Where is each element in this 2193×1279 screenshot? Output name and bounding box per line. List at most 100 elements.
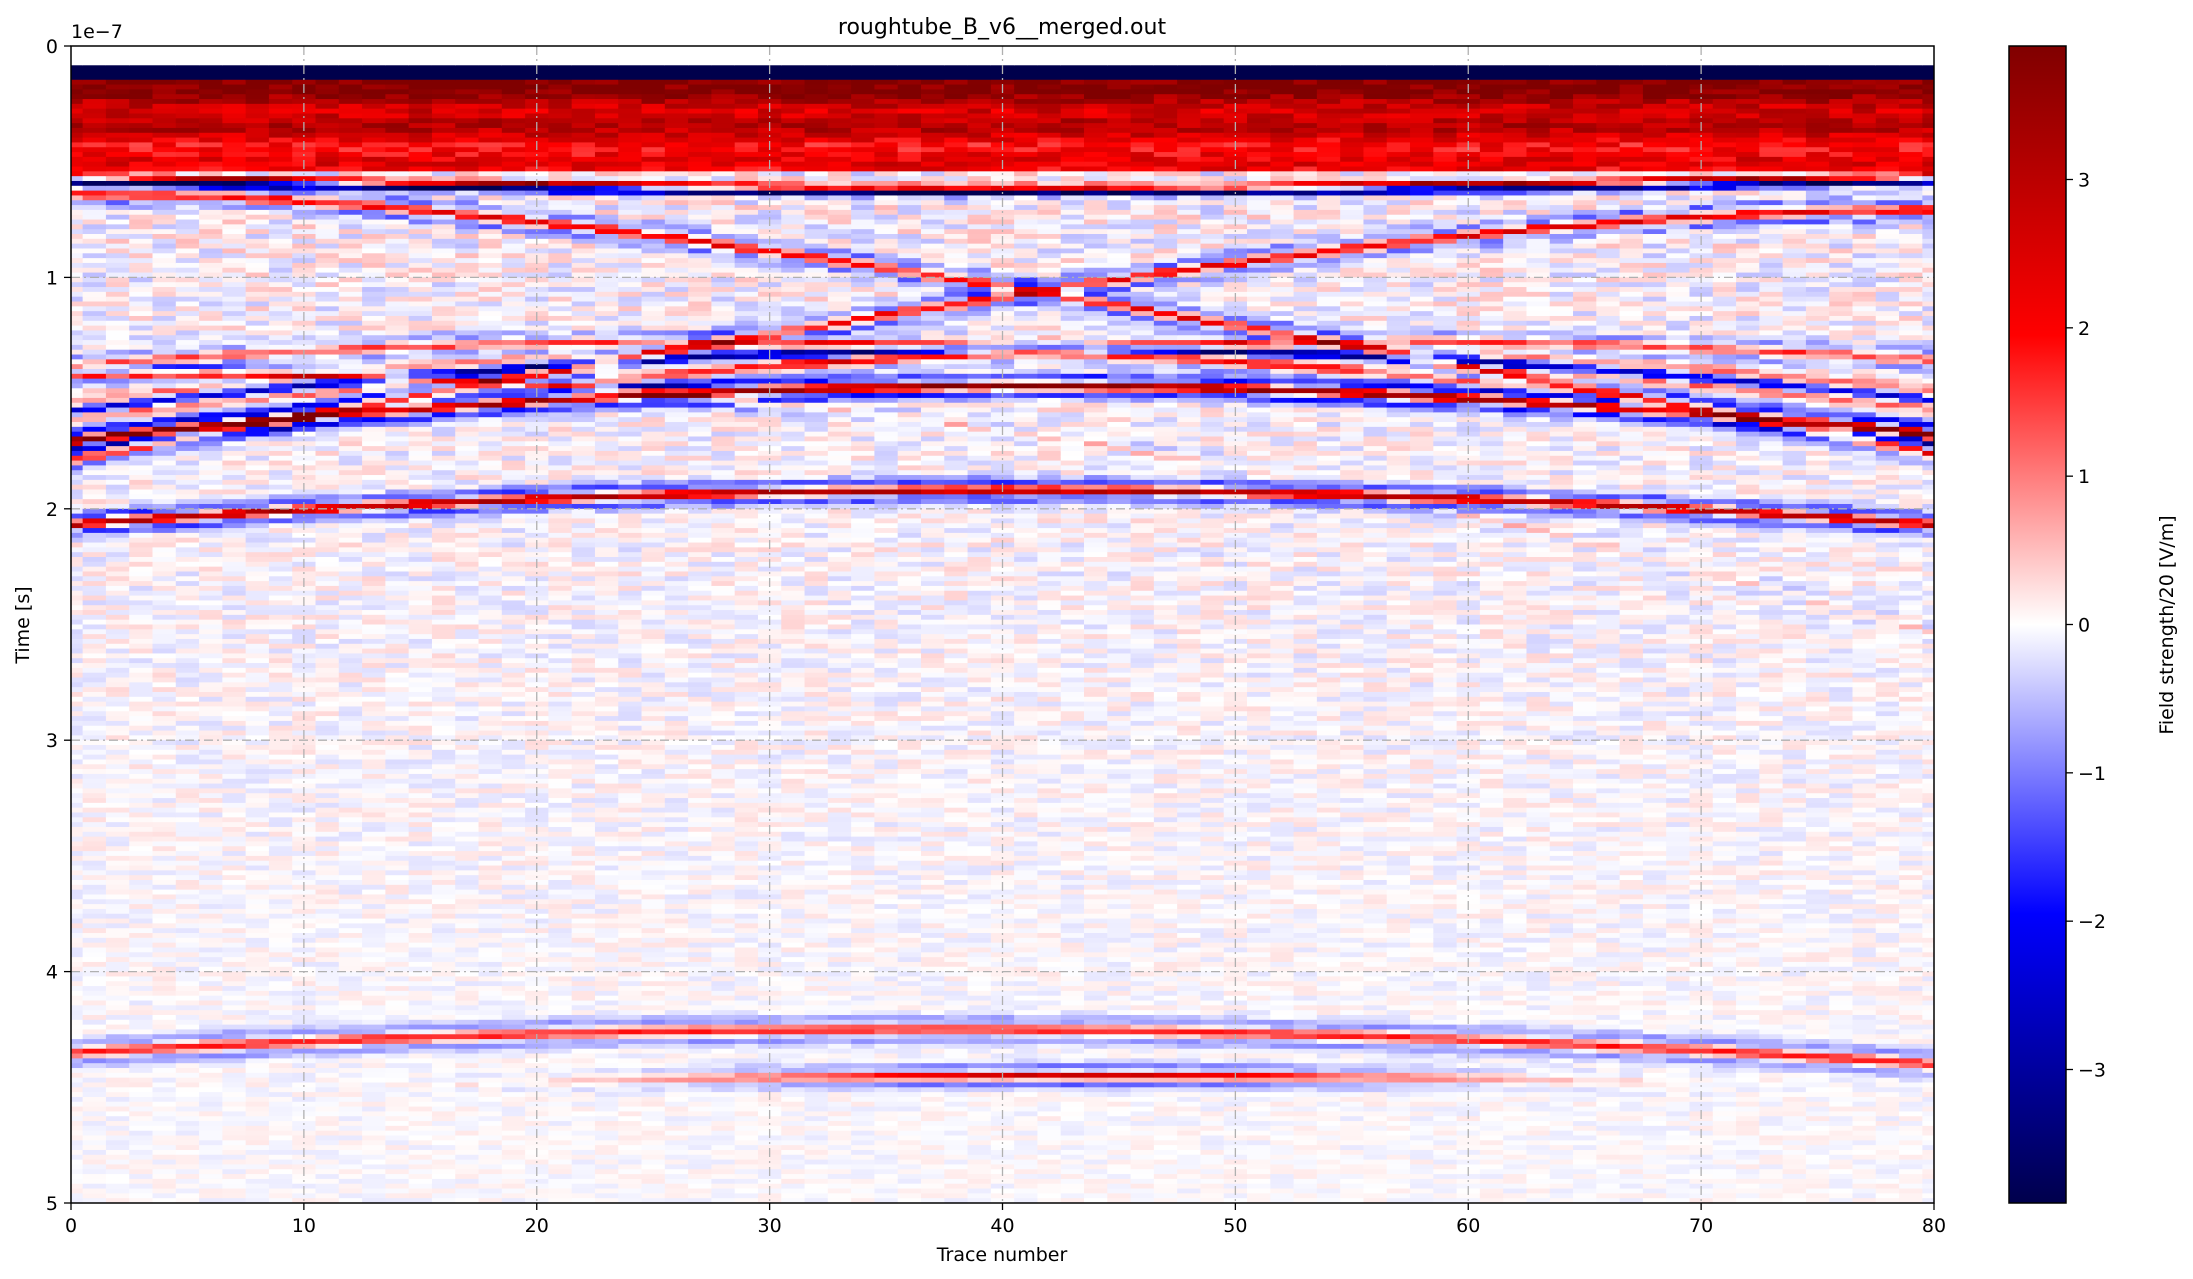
heatmap-cell: [82, 1068, 107, 1074]
heatmap-cell: [71, 754, 84, 761]
heatmap-cell: [71, 590, 84, 597]
heatmap-cell: [268, 508, 293, 515]
heatmap-cell: [222, 1092, 247, 1098]
heatmap-cell: [385, 807, 410, 814]
heatmap-cell: [431, 1135, 456, 1141]
heatmap-cell: [478, 282, 503, 288]
heatmap-cell: [431, 123, 456, 129]
heatmap-cell: [71, 976, 84, 982]
heatmap-cell: [71, 89, 84, 95]
heatmap-cell: [385, 388, 410, 394]
heatmap-cell: [175, 229, 200, 235]
heatmap-cell: [478, 1048, 503, 1055]
heatmap-cell: [385, 667, 410, 674]
heatmap-cell: [222, 79, 247, 86]
heatmap-cell: [362, 60, 386, 66]
heatmap-cell: [268, 1174, 293, 1180]
heatmap-cell: [338, 566, 363, 573]
heatmap-cell: [431, 103, 456, 110]
heatmap-cell: [152, 340, 177, 346]
heatmap-cell: [129, 899, 154, 905]
heatmap-cell: [525, 166, 549, 172]
heatmap-cell: [129, 966, 154, 973]
heatmap-cell: [478, 942, 503, 949]
heatmap-cell: [455, 195, 480, 201]
heatmap-cell: [175, 1101, 200, 1108]
heatmap-cell: [455, 79, 480, 86]
heatmap-cell: [82, 875, 107, 881]
heatmap-cell: [245, 629, 270, 635]
heatmap-cell: [338, 1188, 363, 1194]
heatmap-cell: [71, 884, 84, 891]
heatmap-cell: [199, 711, 223, 717]
heatmap-cell: [385, 658, 410, 664]
heatmap-cell: [152, 860, 177, 867]
heatmap-cell: [268, 865, 293, 871]
heatmap-cell: [129, 557, 154, 563]
heatmap-cell: [338, 716, 363, 722]
heatmap-cell: [362, 46, 386, 52]
heatmap-cell: [245, 619, 270, 626]
heatmap-cell: [152, 108, 177, 115]
heatmap-cell: [82, 1039, 107, 1045]
heatmap-cell: [222, 450, 247, 457]
heatmap-cell: [408, 619, 433, 626]
heatmap-cell: [245, 716, 270, 722]
heatmap-cell: [478, 923, 503, 929]
heatmap-cell: [385, 455, 410, 462]
heatmap-cell: [455, 1188, 480, 1194]
heatmap-cell: [362, 422, 386, 428]
heatmap-cell: [501, 658, 526, 664]
heatmap-cell: [455, 344, 480, 351]
heatmap-cell: [71, 243, 84, 250]
heatmap-cell: [431, 1145, 456, 1151]
heatmap-cell: [362, 648, 386, 655]
heatmap-cell: [152, 465, 177, 471]
heatmap-cell: [431, 287, 456, 293]
heatmap-cell: [105, 1029, 130, 1035]
heatmap-cell: [245, 397, 270, 404]
heatmap-cell: [315, 923, 340, 929]
heatmap-cell: [455, 745, 480, 751]
heatmap-cell: [175, 966, 200, 973]
heatmap-cell: [129, 74, 154, 81]
heatmap-cell: [71, 253, 84, 259]
heatmap-cell: [175, 537, 200, 544]
heatmap-cell: [478, 566, 503, 573]
heatmap-cell: [105, 585, 130, 592]
heatmap-cell: [245, 340, 270, 346]
heatmap-cell: [408, 600, 433, 606]
heatmap-cell: [245, 494, 270, 500]
heatmap-cell: [268, 687, 293, 693]
heatmap-cell: [82, 1000, 107, 1006]
heatmap-cell: [292, 933, 317, 939]
heatmap-cell: [338, 156, 363, 163]
heatmap-cell: [222, 142, 247, 148]
heatmap-cell: [385, 378, 410, 385]
heatmap-cell: [385, 513, 410, 520]
heatmap-cell: [71, 417, 84, 423]
heatmap-cell: [129, 369, 154, 375]
heatmap-cell: [129, 1072, 154, 1079]
heatmap-cell: [338, 311, 363, 317]
heatmap-cell: [175, 330, 200, 336]
heatmap-cell: [385, 253, 410, 259]
heatmap-cell: [525, 687, 549, 693]
heatmap-cell: [268, 614, 293, 621]
heatmap-cell: [245, 147, 270, 153]
heatmap-cell: [431, 1164, 456, 1170]
heatmap-cell: [455, 118, 480, 124]
heatmap-cell: [385, 720, 410, 727]
heatmap-cell: [431, 942, 456, 949]
heatmap-cell: [71, 378, 84, 385]
heatmap-cell: [268, 894, 293, 900]
heatmap-cell: [292, 224, 317, 230]
heatmap-cell: [455, 113, 480, 119]
heatmap-cell: [82, 1164, 107, 1170]
heatmap-cell: [431, 894, 456, 900]
heatmap-cell: [501, 417, 526, 423]
heatmap-cell: [385, 99, 410, 105]
heatmap-cell: [362, 629, 386, 635]
heatmap-cell: [478, 884, 503, 891]
heatmap-cell: [315, 180, 340, 187]
